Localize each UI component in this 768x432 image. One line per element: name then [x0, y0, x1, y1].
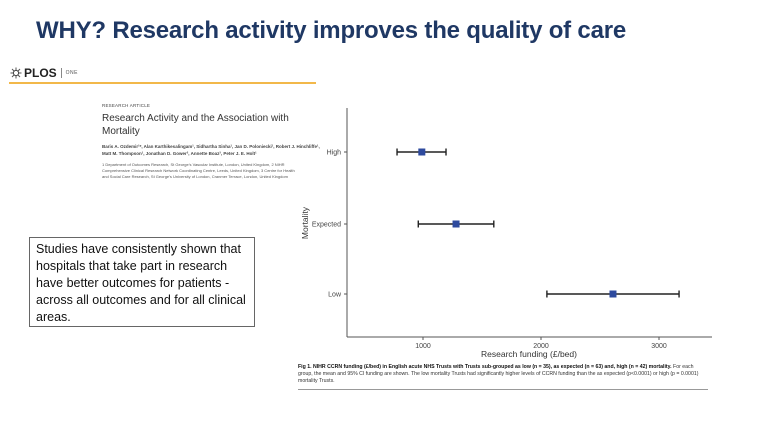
plos-sunburst-icon: [10, 67, 22, 79]
y-axis-label: Mortality: [300, 206, 310, 239]
caption-body: For each group, the mean and 95% CI fund…: [298, 364, 699, 384]
chart-data-points: [396, 148, 680, 298]
journal-header: PLOS ONE: [10, 66, 78, 80]
x-axis-label: Research funding (£/bed): [481, 349, 577, 359]
journal-logo: PLOS: [10, 66, 57, 80]
article-title: Research Activity and the Association wi…: [102, 113, 289, 137]
y-tick-label: Low: [328, 292, 342, 299]
x-tick-label: 3000: [651, 343, 667, 350]
data-point-high: [396, 148, 447, 156]
callout-box: Studies have consistently shown that hos…: [29, 237, 255, 327]
caption-rule: [298, 389, 708, 390]
journal-name: PLOS: [24, 66, 57, 80]
article-affiliations: 1 Department of Outcomes Research, St Ge…: [102, 162, 295, 179]
x-tick-label: 1000: [415, 343, 431, 350]
y-axis-ticks: High Expected Low: [312, 150, 347, 299]
figure-caption: Fig 1. NIHR CCRN funding (£/bed) in Engl…: [298, 364, 708, 385]
slide-title: WHY? Research activity improves the qual…: [36, 17, 626, 44]
journal-subname: ONE: [65, 70, 79, 76]
y-tick-label: High: [327, 150, 342, 157]
caption-label: Fig 1. NIHR CCRN funding (£/bed) in Engl…: [298, 364, 672, 370]
chart-axes: [346, 108, 712, 338]
article-authors: Baris A. Ozdemir¹*, Alan Karthikesalinga…: [102, 144, 320, 156]
y-tick-label: Expected: [312, 222, 341, 229]
x-tick-label: 2000: [533, 343, 549, 350]
funding-chart: High Expected Low 1000 2000 3000 Research fu…: [300, 108, 712, 359]
logo-divider: [60, 68, 62, 78]
header-rule: [9, 82, 316, 84]
article-kicker: RESEARCH ARTICLE: [102, 103, 151, 108]
x-axis-ticks: 1000 2000 3000: [415, 337, 667, 350]
data-point-low: [546, 290, 680, 298]
data-point-expected: [417, 220, 495, 228]
